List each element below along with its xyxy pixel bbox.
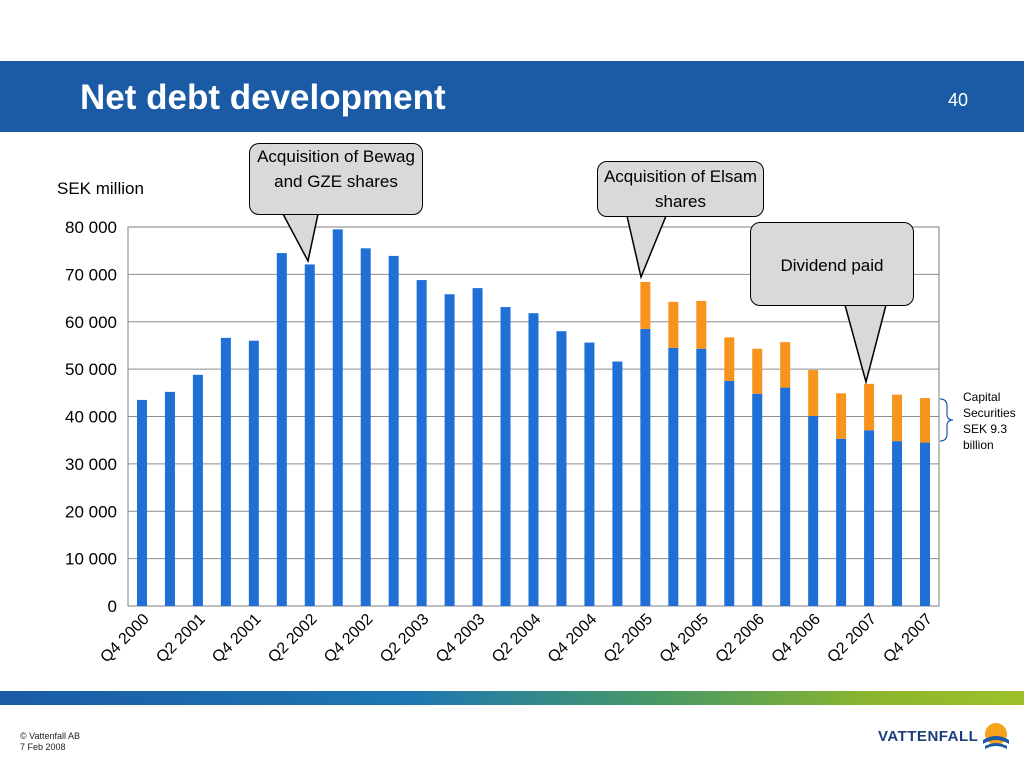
- bar-blue: [864, 430, 875, 606]
- bar-blue: [668, 347, 679, 606]
- bar-orange: [668, 301, 679, 348]
- capital-securities-note: Capital Securities SEK 9.3 billion: [963, 389, 1024, 453]
- bar-blue: [640, 328, 651, 606]
- bar-blue: [836, 438, 847, 606]
- bar-blue: [136, 399, 147, 606]
- y-tick-label: 30 000: [65, 455, 117, 474]
- x-tick-label: Q4 2005: [657, 611, 712, 666]
- y-tick-label: 70 000: [65, 265, 117, 284]
- bar-orange: [640, 281, 651, 329]
- bar-blue: [220, 337, 231, 606]
- bar-blue: [892, 441, 903, 606]
- capital-securities-line: SEK 9.3: [963, 422, 1008, 436]
- bar-orange: [892, 394, 903, 442]
- callout-elsam-tail: [626, 215, 668, 280]
- bar-blue: [752, 393, 763, 606]
- bar-orange: [696, 300, 707, 349]
- bar-blue: [388, 255, 399, 606]
- callout-bewag-tail: [281, 213, 319, 264]
- y-tick-label: 80 000: [65, 218, 117, 237]
- footer-date: 7 Feb 2008: [20, 742, 66, 752]
- sun-logo-icon: [983, 723, 1009, 749]
- bar-blue: [332, 229, 343, 606]
- bar-blue: [248, 340, 259, 606]
- bar-orange: [808, 370, 819, 417]
- bar-blue: [500, 307, 511, 606]
- x-tick-label: Q4 2001: [209, 611, 264, 666]
- y-tick-label: 0: [108, 597, 117, 616]
- y-tick-label: 20 000: [65, 502, 117, 521]
- bar-blue: [444, 294, 455, 606]
- callout-elsam: Acquisition of Elsam shares: [597, 161, 764, 217]
- footer-gradient-band: [0, 691, 1024, 705]
- y-tick-label: 40 000: [65, 408, 117, 427]
- bar-blue: [724, 380, 735, 606]
- bar-blue: [164, 391, 175, 606]
- x-tick-label: Q4 2006: [769, 611, 824, 666]
- bar-blue: [584, 342, 595, 606]
- bar-orange: [920, 398, 931, 443]
- bar-blue: [192, 374, 203, 606]
- capital-securities-line: Securities: [963, 406, 1016, 420]
- header-band: [0, 61, 1024, 132]
- bar-orange: [864, 383, 875, 431]
- bar-blue: [612, 361, 623, 606]
- callout-dividend: Dividend paid: [750, 222, 914, 306]
- x-tick-label: Q4 2007: [880, 611, 935, 666]
- bar-orange: [780, 342, 791, 388]
- x-tick-label: Q4 2000: [97, 611, 152, 666]
- x-tick-label: Q2 2006: [713, 611, 768, 666]
- x-tick-label: Q4 2003: [433, 611, 488, 666]
- bar-blue: [780, 387, 791, 606]
- vattenfall-logo: VATTENFALL: [878, 718, 1014, 754]
- x-tick-label: Q4 2004: [545, 611, 600, 666]
- bar-blue: [808, 416, 819, 606]
- slide-number: 40: [948, 90, 969, 110]
- callout-bewag-gze: Acquisition of Bewag and GZE shares: [249, 143, 423, 215]
- y-unit-label: SEK million: [57, 179, 144, 198]
- capital-securities-line: Capital: [963, 390, 1001, 404]
- bar-orange: [752, 348, 763, 394]
- footer-divider: [0, 705, 1024, 707]
- bar-blue: [304, 264, 315, 606]
- bar-blue: [920, 442, 931, 606]
- bar-blue: [472, 288, 483, 606]
- x-tick-label: Q4 2002: [321, 611, 376, 666]
- bar-blue: [276, 253, 287, 606]
- bar-blue: [528, 313, 539, 606]
- logo-wordmark: VATTENFALL: [878, 728, 979, 745]
- bar-orange: [836, 393, 847, 439]
- x-tick-label: Q2 2004: [489, 611, 544, 666]
- y-tick-label: 60 000: [65, 313, 117, 332]
- bar-orange: [724, 337, 735, 381]
- x-tick-label: Q2 2001: [153, 611, 208, 666]
- bar-blue: [556, 331, 567, 606]
- footer-text: © Vattenfall AB 7 Feb 2008: [20, 731, 80, 753]
- x-tick-label: Q2 2003: [377, 611, 432, 666]
- x-tick-label: Q2 2007: [824, 611, 879, 666]
- bar-blue: [416, 280, 427, 606]
- capital-securities-brace: [939, 398, 954, 442]
- y-tick-label: 10 000: [65, 550, 117, 569]
- callout-dividend-tail: [844, 304, 887, 385]
- slide-title: Net debt development: [80, 78, 446, 117]
- x-tick-label: Q2 2002: [265, 611, 320, 666]
- y-tick-label: 50 000: [65, 360, 117, 379]
- capital-securities-line: billion: [963, 438, 994, 452]
- x-tick-label: Q2 2005: [601, 611, 656, 666]
- copyright-text: © Vattenfall AB: [20, 731, 80, 741]
- bar-blue: [360, 248, 371, 606]
- bar-blue: [696, 348, 707, 606]
